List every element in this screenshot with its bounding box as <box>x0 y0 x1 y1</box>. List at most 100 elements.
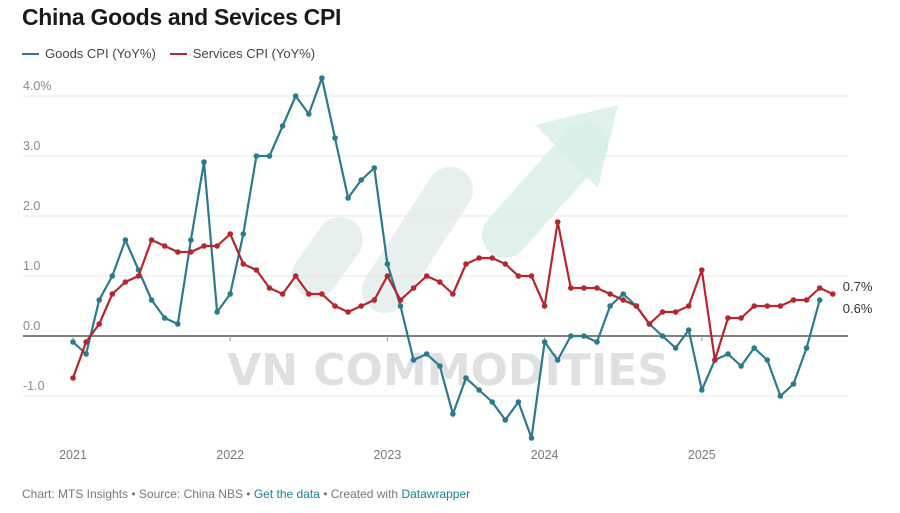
goods-cpi-point <box>751 345 757 351</box>
goods-cpi-point <box>292 93 299 99</box>
services-cpi-point <box>240 261 247 267</box>
get-the-data-link[interactable]: Get the data <box>253 487 320 501</box>
goods-end-label: 0.6% <box>843 301 873 316</box>
goods-cpi-point <box>738 363 744 369</box>
legend-label-services: Services CPI (YoY%) <box>192 46 316 61</box>
services-cpi-point <box>712 357 718 363</box>
y-tick-label: -1.0 <box>23 379 45 393</box>
services-cpi-point <box>122 279 129 285</box>
y-tick-label: 2.0 <box>23 199 40 213</box>
services-cpi-point <box>266 285 273 291</box>
footer: Chart: MTS Insights • Source: China NBS … <box>22 487 470 501</box>
services-cpi-point <box>502 261 509 267</box>
end-labels: 0.7% 0.6% <box>843 279 873 316</box>
goods-cpi-point <box>253 153 260 159</box>
goods-cpi-point <box>554 357 561 363</box>
legend-swatch-goods <box>22 52 39 55</box>
goods-cpi-point <box>607 303 613 309</box>
services-cpi-point <box>541 303 548 309</box>
goods-cpi-point <box>201 159 207 165</box>
goods-cpi-point <box>70 339 76 345</box>
services-cpi-point <box>594 285 600 291</box>
services-cpi-point <box>646 321 653 327</box>
services-cpi-point <box>830 291 836 297</box>
x-tick-label: 2021 <box>59 448 87 462</box>
services-cpi-point <box>148 237 155 243</box>
services-cpi-point <box>410 285 417 291</box>
goods-cpi-point <box>672 345 679 351</box>
goods-cpi-point <box>725 351 731 357</box>
goods-cpi-point <box>148 297 155 303</box>
services-cpi-point <box>568 285 574 291</box>
services-cpi-point <box>633 303 640 309</box>
axes: 4.0% 3.0 2.0 1.0 0.0 -1.0 2021 2022 2023 2024 2025 <box>23 79 716 462</box>
services-cpi-point <box>358 303 365 309</box>
goods-cpi-point <box>581 333 587 339</box>
services-cpi-point <box>83 339 89 345</box>
footer-credit: Chart: MTS Insights • Source: China NBS … <box>22 487 254 501</box>
services-cpi-point <box>803 297 810 303</box>
goods-cpi-point <box>175 321 181 327</box>
services-cpi-point <box>738 315 744 321</box>
services-cpi-point <box>463 261 469 267</box>
services-cpi-point <box>528 273 535 279</box>
services-cpi-point <box>135 273 142 279</box>
goods-cpi-point <box>777 393 784 399</box>
goods-cpi-point <box>345 195 351 201</box>
services-cpi-point <box>109 291 116 297</box>
goods-cpi-point <box>384 261 391 267</box>
y-tick-label: 4.0% <box>23 79 52 93</box>
services-cpi-point <box>319 291 325 297</box>
services-cpi-point <box>437 279 443 285</box>
services-cpi-point <box>423 273 430 279</box>
services-cpi-point <box>161 243 168 249</box>
services-cpi-point <box>70 375 76 381</box>
goods-cpi-point <box>397 303 404 309</box>
services-cpi-point <box>515 273 522 279</box>
services-cpi-point <box>476 255 482 261</box>
services-end-label: 0.7% <box>843 279 873 294</box>
goods-cpi-point <box>463 375 469 381</box>
goods-cpi-point <box>358 177 365 183</box>
goods-cpi-point <box>568 333 574 339</box>
goods-cpi-point <box>659 333 666 339</box>
legend-swatch-services <box>169 52 187 55</box>
goods-cpi-point <box>685 327 692 333</box>
services-cpi-point <box>725 315 731 321</box>
services-cpi-point <box>790 297 797 303</box>
goods-cpi-point <box>489 399 496 405</box>
datawrapper-link[interactable]: Datawrapper <box>401 487 471 501</box>
services-cpi-point <box>332 303 338 309</box>
goods-cpi-point <box>816 297 823 303</box>
services-cpi-point <box>384 273 391 279</box>
goods-cpi-point <box>803 345 810 351</box>
goods-cpi-point <box>450 411 456 417</box>
x-tick-label: 2025 <box>688 448 716 462</box>
services-cpi-point <box>450 291 456 297</box>
chart-title: China Goods and Sevices CPI <box>22 4 342 30</box>
services-cpi-point <box>685 303 692 309</box>
services-cpi-point <box>607 291 613 297</box>
goods-cpi-point <box>410 357 417 363</box>
services-cpi-point <box>306 291 312 297</box>
services-cpi-point <box>371 297 378 303</box>
services-cpi-point <box>214 243 220 249</box>
services-cpi-point <box>751 303 757 309</box>
legend-label-goods: Goods CPI (YoY%) <box>45 46 156 61</box>
goods-cpi-point <box>423 351 430 357</box>
services-cpi-point <box>699 267 705 273</box>
goods-cpi-point <box>515 399 522 405</box>
gridlines <box>23 95 848 397</box>
goods-cpi-point <box>502 417 509 423</box>
services-cpi-point <box>227 231 233 237</box>
services-cpi-point <box>554 219 561 225</box>
services-cpi-point <box>345 309 351 315</box>
goods-cpi-point <box>437 363 443 369</box>
goods-cpi-point <box>161 315 168 321</box>
services-cpi-point <box>397 297 404 303</box>
goods-cpi-point <box>109 273 116 279</box>
goods-cpi-point <box>371 165 378 171</box>
legend: Goods CPI (YoY%) Services CPI (YoY%) <box>22 46 315 61</box>
legend-item-services: Services CPI (YoY%) <box>169 46 316 61</box>
services-cpi-point <box>292 273 299 279</box>
